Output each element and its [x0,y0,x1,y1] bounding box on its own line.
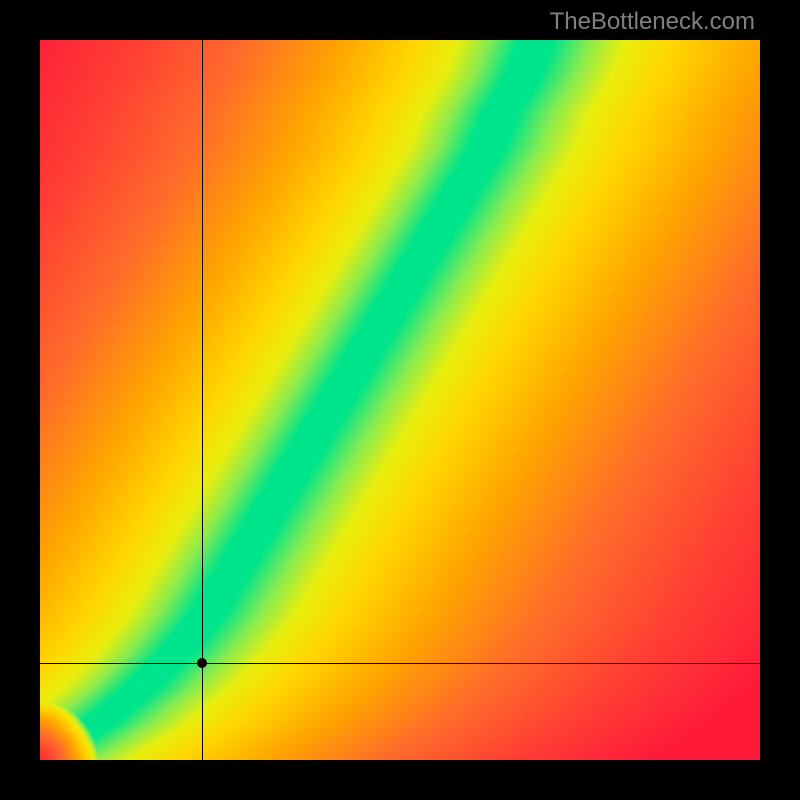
crosshair-marker [197,658,207,668]
crosshair-horizontal [40,663,760,664]
crosshair-vertical [202,40,203,760]
heatmap-chart [40,40,760,760]
heatmap-canvas [40,40,760,760]
watermark-text: TheBottleneck.com [550,8,755,36]
